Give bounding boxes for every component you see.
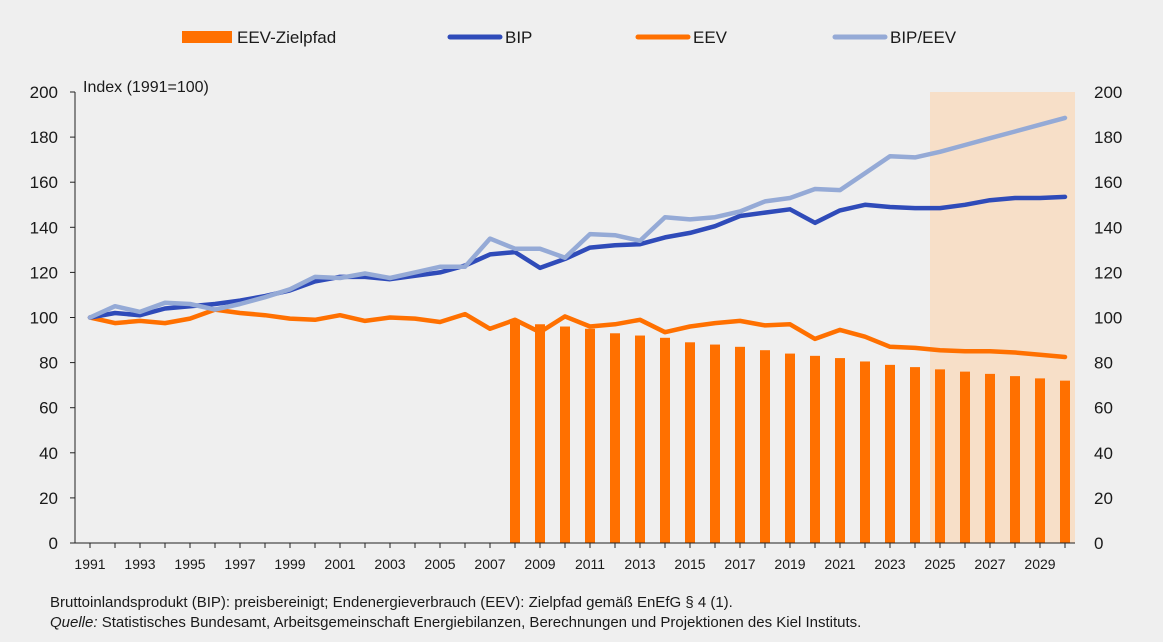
legend-label-eev: EEV bbox=[693, 28, 728, 47]
bar-2024 bbox=[910, 367, 920, 543]
bars-eev-zielpfad bbox=[510, 319, 1070, 543]
bar-2016 bbox=[710, 344, 720, 543]
axes: 0 0 20 20 40 40 60 60 80 80 100 100 120 120 140 140 160 1… bbox=[30, 83, 1123, 572]
bar-2021 bbox=[835, 358, 845, 543]
x-tick-label-2017: 2017 bbox=[724, 556, 755, 572]
x-tick-label-2023: 2023 bbox=[874, 556, 905, 572]
y-tick-label-left-100: 100 bbox=[30, 309, 58, 328]
projection-shading bbox=[930, 92, 1075, 543]
x-tick-label-1993: 1993 bbox=[124, 556, 155, 572]
line-eev bbox=[87, 307, 1068, 360]
x-tick-label-2029: 2029 bbox=[1024, 556, 1055, 572]
y-axis-label: Index (1991=100) bbox=[83, 79, 209, 96]
y-tick-label-left-20: 20 bbox=[39, 489, 58, 508]
x-tick-label-2015: 2015 bbox=[674, 556, 705, 572]
x-tick-label-2003: 2003 bbox=[374, 556, 405, 572]
bar-2011 bbox=[585, 328, 595, 543]
y-tick-label-left-120: 120 bbox=[30, 263, 58, 282]
bar-2025 bbox=[935, 369, 945, 543]
x-tick-label-2001: 2001 bbox=[324, 556, 355, 572]
x-tick-label-1997: 1997 bbox=[224, 556, 255, 572]
y-tick-label-right-200: 200 bbox=[1094, 83, 1122, 102]
chart: EEV-Zielpfad BIP EEV BIP/EEV 0 0 20 20 40 40 60 60… bbox=[30, 28, 1123, 572]
legend-swatch-eev-zielpfad bbox=[182, 31, 232, 43]
y-tick-label-left-0: 0 bbox=[49, 534, 58, 553]
projection-area bbox=[930, 92, 1075, 543]
bar-2026 bbox=[960, 371, 970, 543]
bar-2020 bbox=[810, 355, 820, 543]
source-text: Statistisches Bundesamt, Arbeitsgemeinsc… bbox=[97, 614, 862, 631]
y-tick-label-right-140: 140 bbox=[1094, 218, 1122, 237]
legend-label-eev-zielpfad: EEV-Zielpfad bbox=[237, 28, 336, 47]
y-tick-label-left-60: 60 bbox=[39, 399, 58, 418]
bar-2017 bbox=[735, 346, 745, 543]
y-tick-label-right-160: 160 bbox=[1094, 173, 1122, 192]
y-tick-label-right-100: 100 bbox=[1094, 309, 1122, 328]
bar-2013 bbox=[635, 335, 645, 543]
bar-2028 bbox=[1010, 376, 1020, 543]
x-tick-label-2007: 2007 bbox=[474, 556, 505, 572]
bar-2008 bbox=[510, 319, 520, 543]
bar-2009 bbox=[535, 324, 545, 543]
footnote-definition: Bruttoinlandsprodukt (BIP): preisbereini… bbox=[50, 594, 733, 611]
x-tick-label-2013: 2013 bbox=[624, 556, 655, 572]
legend: EEV-Zielpfad BIP EEV BIP/EEV bbox=[182, 28, 957, 47]
x-tick-label-2019: 2019 bbox=[774, 556, 805, 572]
bar-2018 bbox=[760, 350, 770, 543]
x-tick-label-2009: 2009 bbox=[524, 556, 555, 572]
bar-2022 bbox=[860, 361, 870, 543]
y-tick-label-right-0: 0 bbox=[1094, 534, 1103, 553]
y-tick-label-right-60: 60 bbox=[1094, 399, 1113, 418]
y-tick-label-right-80: 80 bbox=[1094, 354, 1113, 373]
bar-2030 bbox=[1060, 380, 1070, 543]
y-tick-label-left-140: 140 bbox=[30, 218, 58, 237]
x-tick-label-1999: 1999 bbox=[274, 556, 305, 572]
source-label: Quelle: bbox=[50, 614, 98, 631]
bar-2015 bbox=[685, 342, 695, 543]
bar-2029 bbox=[1035, 378, 1045, 543]
bar-2027 bbox=[985, 373, 995, 543]
y-tick-label-right-20: 20 bbox=[1094, 489, 1113, 508]
line-bip bbox=[87, 194, 1068, 320]
y-tick-label-left-40: 40 bbox=[39, 444, 58, 463]
y-tick-label-right-40: 40 bbox=[1094, 444, 1113, 463]
x-tick-label-1991: 1991 bbox=[74, 556, 105, 572]
bar-2012 bbox=[610, 333, 620, 543]
y-tick-label-left-80: 80 bbox=[39, 354, 58, 373]
bar-2019 bbox=[785, 353, 795, 543]
x-tick-label-2011: 2011 bbox=[575, 556, 605, 572]
y-tick-label-right-120: 120 bbox=[1094, 263, 1122, 282]
bar-2023 bbox=[885, 364, 895, 543]
bar-2010 bbox=[560, 326, 570, 543]
series-lines bbox=[87, 115, 1068, 360]
bar-2014 bbox=[660, 337, 670, 543]
legend-label-bip-eev: BIP/EEV bbox=[890, 28, 957, 47]
y-tick-label-left-180: 180 bbox=[30, 128, 58, 147]
y-tick-label-left-200: 200 bbox=[30, 83, 58, 102]
legend-label-bip: BIP bbox=[505, 28, 532, 47]
y-tick-label-left-160: 160 bbox=[30, 173, 58, 192]
x-tick-label-2021: 2021 bbox=[824, 556, 855, 572]
y-tick-label-right-180: 180 bbox=[1094, 128, 1122, 147]
x-tick-label-2027: 2027 bbox=[974, 556, 1005, 572]
line-bip-eev bbox=[87, 115, 1068, 320]
x-tick-label-2025: 2025 bbox=[924, 556, 955, 572]
x-tick-label-1995: 1995 bbox=[174, 556, 205, 572]
footnote-source: Quelle: Statistisches Bundesamt, Arbeits… bbox=[50, 613, 861, 632]
x-tick-label-2005: 2005 bbox=[424, 556, 455, 572]
